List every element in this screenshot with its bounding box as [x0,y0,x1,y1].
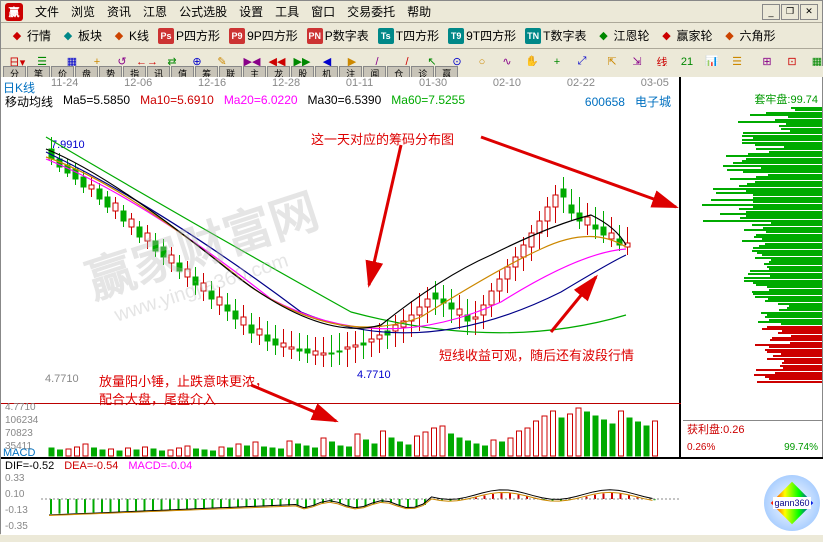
tool-K线[interactable]: ◆K线 [107,25,153,46]
tab-龙[interactable]: 龙 [267,66,290,77]
menu-设置[interactable]: 设置 [233,3,269,21]
macd-chart[interactable]: MACD DIF=-0.52DEA=-0.54MACD=-0.04 0.330.… [1,457,823,535]
tab-讯[interactable]: 讯 [147,66,170,77]
menu-江恩[interactable]: 江恩 [137,3,173,21]
tab-价[interactable]: 价 [51,66,74,77]
pct-right: 99.74% [784,442,818,453]
profit-distribution [683,107,822,397]
tab-笔[interactable]: 笔 [27,66,50,77]
side-tabs: 分笔价盘势指讯值筹联主龙股机注闻仓诊赢 [1,66,823,77]
minimize-button[interactable]: _ [762,4,780,20]
tab-筹[interactable]: 筹 [195,66,218,77]
tab-股[interactable]: 股 [291,66,314,77]
macd-title: MACD [3,447,35,459]
annotation: 这一天对应的筹码分布图 [311,129,454,148]
tool-T四方形[interactable]: TsT四方形 [374,25,443,46]
gann360-logo: gann360 [764,475,820,531]
pct-row: 0.26% 99.74% [683,442,822,453]
volume-chart: 4.77101062347082335411 [1,403,681,457]
tool-板块[interactable]: ◆板块 [56,25,106,46]
menu-文件[interactable]: 文件 [29,3,65,21]
menu-工具[interactable]: 工具 [269,3,305,21]
tab-仓[interactable]: 仓 [387,66,410,77]
menu-公式选股[interactable]: 公式选股 [173,3,233,21]
profit-ratio: 获利盘:0.26 [683,420,822,437]
chip-distribution-panel: 套牢盘:99.74 获利盘:0.26 0.26% 99.74% [683,77,822,457]
main-kline-chart[interactable]: 11-2412-0612-1612-2801-1101-3002-1002-22… [1,77,681,457]
toolbar-primary: ◆行情◆板块◆K线PsP四方形P99P四方形PNP数字表TsT四方形T99T四方… [1,23,822,49]
tool-行情[interactable]: ◆行情 [5,25,55,46]
tab-诊[interactable]: 诊 [411,66,434,77]
tab-机[interactable]: 机 [315,66,338,77]
tool-P数字表[interactable]: PNP数字表 [303,25,373,46]
tab-注[interactable]: 注 [339,66,362,77]
tool-六角形[interactable]: ◆六角形 [718,25,780,46]
window-buttons: _ ❐ ✕ [762,4,818,20]
close-button[interactable]: ✕ [800,4,818,20]
tool-P四方形[interactable]: PsP四方形 [154,25,224,46]
tab-主[interactable]: 主 [243,66,266,77]
tab-分[interactable]: 分 [3,66,26,77]
menu-资讯[interactable]: 资讯 [101,3,137,21]
tab-势[interactable]: 势 [99,66,122,77]
macd-legend: DIF=-0.52DEA=-0.54MACD=-0.04 [5,460,192,472]
cap-ratio: 套牢盘:99.74 [683,91,822,107]
restore-button[interactable]: ❐ [781,4,799,20]
tab-赢[interactable]: 赢 [435,66,458,77]
menubar: 赢 文件浏览资讯江恩公式选股设置工具窗口交易委托帮助 _ ❐ ✕ [1,1,822,23]
tool-赢家轮[interactable]: ◆赢家轮 [654,25,716,46]
menu-浏览[interactable]: 浏览 [65,3,101,21]
annotation: 放量阳小锤，止跌意味更浓， [99,371,268,390]
pct-left: 0.26% [687,442,715,453]
tab-闻[interactable]: 闻 [363,66,386,77]
tab-盘[interactable]: 盘 [75,66,98,77]
tool-T数字表[interactable]: TNT数字表 [521,25,590,46]
tool-江恩轮[interactable]: ◆江恩轮 [591,25,653,46]
tab-值[interactable]: 值 [171,66,194,77]
tab-联[interactable]: 联 [219,66,242,77]
tool-9T四方形[interactable]: T99T四方形 [444,25,520,46]
volume-svg [1,404,681,458]
annotation: 短线收益可观，随后还有波段行情 [439,345,634,364]
tool-9P四方形[interactable]: P99P四方形 [225,25,302,46]
app-logo: 赢 [5,3,23,21]
menu-窗口[interactable]: 窗口 [305,3,341,21]
menu-帮助[interactable]: 帮助 [401,3,437,21]
tab-指[interactable]: 指 [123,66,146,77]
chart-area: 日K线 11-2412-0612-1612-2801-1101-3002-100… [1,77,822,533]
menu-交易委托[interactable]: 交易委托 [341,3,401,21]
